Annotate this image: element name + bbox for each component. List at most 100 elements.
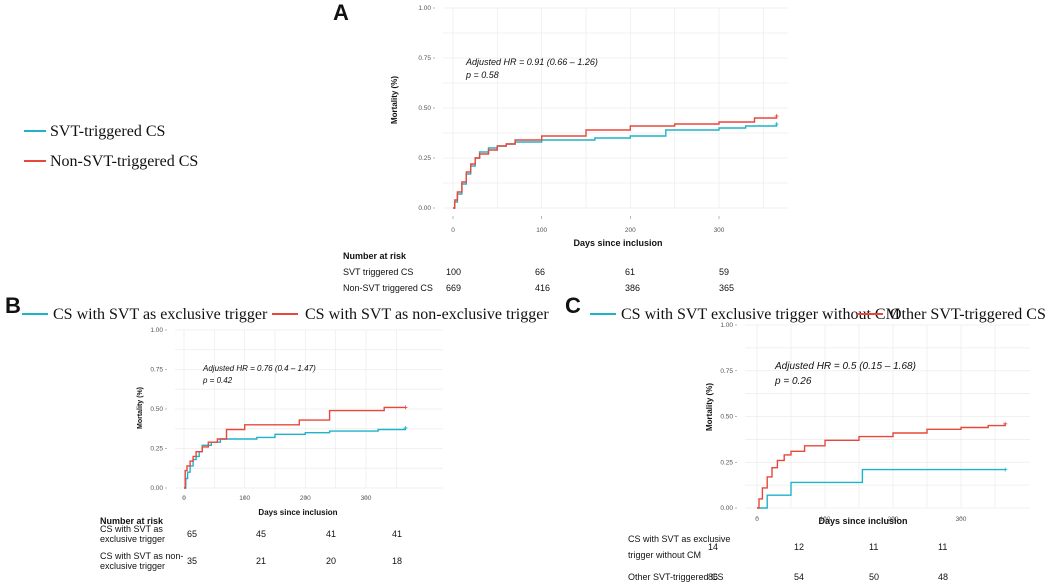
x-tick-label: 300	[956, 516, 967, 523]
x-tick-label: 100	[536, 227, 547, 234]
risk-value: 386	[625, 283, 640, 293]
legend-label: Non-SVT-triggered CS	[50, 153, 198, 170]
risk-value: 65	[187, 529, 197, 539]
censor-mark	[403, 405, 408, 410]
risk-value: 100	[446, 267, 461, 277]
y-axis-title: Mortality (%)	[390, 76, 399, 124]
panel-a: 0.00 0.25 0.50 0.75 1.00 0 100 200 300 Days since…	[24, 0, 788, 293]
x-axis-title: Days since inclusion	[258, 508, 337, 517]
risk-value: 416	[535, 283, 550, 293]
y-tick-label: 0.25	[720, 459, 733, 466]
legend-label: Other SVT-triggered CS	[890, 306, 1046, 323]
risk-value: 12	[794, 542, 804, 552]
y-tick-label: 0.00	[418, 205, 431, 212]
y-tick-label: 0.25	[150, 446, 163, 453]
risk-value: 18	[392, 556, 402, 566]
censor-mark	[403, 425, 408, 430]
series-line-svt	[184, 428, 407, 489]
panel-letter: C	[565, 293, 581, 318]
risk-value: 50	[869, 572, 879, 582]
y-tick-label: 0.00	[150, 485, 163, 492]
risk-value: 54	[794, 572, 804, 582]
legend: CS with SVT as exclusive trigger CS with …	[22, 306, 549, 323]
risk-value: 86	[708, 572, 718, 582]
risk-row-label: Other SVT-triggered CS	[628, 572, 724, 582]
legend-label: CS with SVT exclusive trigger without CM	[621, 306, 900, 323]
y-tick-label: 0.75	[418, 55, 431, 62]
risk-table: Number at risk SVT triggered CS 100 66 61 59 N…	[343, 251, 734, 293]
censor-mark	[774, 122, 779, 126]
y-axis-title: Mortality (%)	[705, 383, 714, 431]
risk-row-label: exclusive trigger	[100, 561, 165, 571]
p-value-text: p = 0.42	[202, 376, 233, 385]
censor-mark	[1003, 421, 1008, 426]
y-tick-label: 0.75	[720, 368, 733, 375]
risk-value: 11	[938, 542, 947, 552]
risk-value: 61	[625, 267, 635, 277]
risk-value: 21	[256, 556, 266, 566]
hazard-ratio-text: Adjusted HR = 0.91 (0.66 – 1.26)	[465, 57, 598, 67]
risk-value: 14	[708, 542, 718, 552]
legend: SVT-triggered CS Non-SVT-triggered CS	[24, 123, 198, 170]
censor-mark	[774, 114, 779, 118]
risk-row-label: CS with SVT as	[100, 524, 163, 534]
risk-value: 48	[938, 572, 948, 582]
x-axis-title: Days since inclusion	[573, 238, 662, 248]
y-tick-label: 0.50	[720, 414, 733, 421]
x-tick-label: 0	[755, 516, 759, 523]
grid	[175, 329, 443, 489]
y-tick-label: 1.00	[150, 327, 163, 334]
legend-label: CS with SVT as exclusive trigger	[53, 306, 268, 323]
x-tick-label: 200	[888, 516, 899, 523]
hazard-ratio-text: Adjusted HR = 0.5 (0.15 – 1.68)	[774, 361, 916, 372]
x-axis-title: Days since inclusion	[818, 516, 907, 526]
risk-row-label: CS with SVT as exclusive	[628, 534, 730, 544]
series-line-svt	[453, 124, 778, 209]
risk-table-title: Number at risk	[100, 516, 164, 526]
panel-letter: B	[5, 293, 21, 318]
y-tick-label: 0.00	[720, 505, 733, 512]
y-tick-label: 1.00	[418, 5, 431, 12]
risk-value: 66	[535, 267, 545, 277]
risk-row-label: trigger without CM	[628, 550, 701, 560]
panel-c: 0.00 0.25 0.50 0.75 1.00 0 100 200 300 Days since…	[565, 293, 1046, 582]
x-tick-label: 100	[820, 516, 831, 523]
risk-row-label: Non-SVT triggered CS	[343, 283, 433, 293]
p-value-text: p = 0.26	[774, 376, 812, 387]
y-tick-label: 0.50	[150, 406, 163, 413]
x-tick-label: 200	[625, 227, 636, 234]
legend-label: SVT-triggered CS	[50, 123, 165, 140]
risk-value: 45	[256, 529, 266, 539]
risk-value: 41	[392, 529, 402, 539]
hazard-ratio-text: Adjusted HR = 0.76 (0.4 – 1.47)	[202, 364, 316, 373]
risk-value: 35	[187, 556, 197, 566]
y-axis-title: Mortality (%)	[137, 387, 144, 429]
panel-letter: A	[333, 0, 349, 25]
grid	[745, 324, 1030, 509]
y-tick-label: 1.00	[720, 322, 733, 329]
risk-table: CS with SVT as exclusive trigger without …	[628, 534, 948, 582]
p-value-text: p = 0.58	[465, 70, 499, 80]
series-line-non	[757, 423, 1006, 509]
risk-value: 20	[326, 556, 336, 566]
y-tick-label: 0.25	[418, 155, 431, 162]
legend-label: CS with SVT as non-exclusive trigger	[305, 306, 549, 323]
risk-value: 41	[326, 529, 336, 539]
risk-value: 669	[446, 283, 461, 293]
x-tick-label: 300	[714, 227, 725, 234]
series-line-svt	[757, 468, 1006, 509]
series-line-non	[453, 116, 778, 209]
risk-value: 11	[869, 542, 878, 552]
grid	[443, 7, 788, 209]
risk-row-label: SVT triggered CS	[343, 267, 413, 277]
risk-row-label: exclusive trigger	[100, 534, 165, 544]
x-tick-label: 0	[451, 227, 455, 234]
y-tick-label: 0.50	[418, 105, 431, 112]
series-line-non	[184, 406, 406, 489]
risk-value: 59	[719, 267, 729, 277]
risk-row-label: CS with SVT as non-	[100, 551, 183, 561]
y-tick-label: 0.75	[150, 367, 163, 374]
